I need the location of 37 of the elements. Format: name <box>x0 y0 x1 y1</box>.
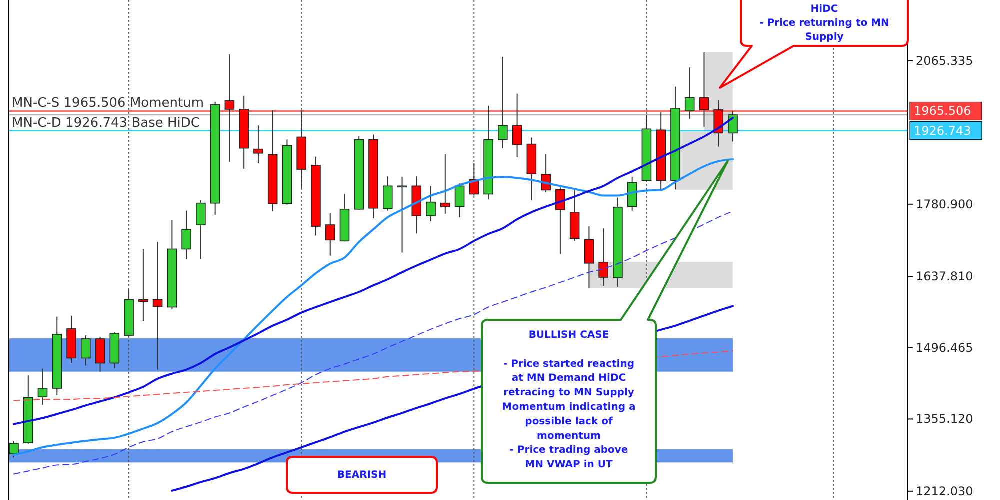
candlestick <box>224 54 235 162</box>
candlestick <box>714 100 724 148</box>
y-tick-label: 2065.335 <box>916 54 974 68</box>
candlestick <box>498 56 508 149</box>
text: HiDC - Price returning to MN Supply <box>760 4 890 42</box>
candlestick <box>699 52 710 128</box>
candlestick <box>382 176 393 212</box>
annotation: BEARISH <box>337 470 387 480</box>
text: BULLISH CASE - Price started reacting at MN Demand HiDC retracing to MN Supply Momentum indicating a possible lack of momentum - Price trading above MN VWAP in UT <box>502 330 636 470</box>
candlestick <box>38 368 48 406</box>
y-tick-label: 1780.900 <box>916 197 974 212</box>
text: 1965.506 <box>914 104 972 118</box>
y-tick-label: 1496.465 <box>916 340 974 355</box>
candlestick <box>584 226 594 289</box>
candlestick <box>426 186 436 222</box>
candlestick <box>182 210 192 260</box>
text: 1926.743 <box>914 124 972 138</box>
candlestick <box>196 200 206 260</box>
candlestick <box>684 67 695 120</box>
y-tick-label: 1355.120 <box>916 412 974 426</box>
candlestick <box>728 110 738 142</box>
candlestick <box>138 248 148 322</box>
candlestick <box>454 183 465 218</box>
candlestick <box>598 228 608 287</box>
ref-line-label: MN-C-D 1926.743 Base HiDC <box>12 116 200 131</box>
candlestick <box>325 212 336 256</box>
candlestick <box>440 154 450 214</box>
y-tick-label: 1212.030 <box>916 484 974 498</box>
candlestick <box>254 125 264 164</box>
candlestick <box>9 440 19 458</box>
candlestick <box>556 186 566 255</box>
candlestick <box>512 93 522 158</box>
candlestick <box>541 154 551 193</box>
candlestick <box>81 335 91 366</box>
y-tick-label: 1637.810 <box>916 270 974 284</box>
ref-line-label: MN-C-S 1965.506 Momentum <box>12 96 204 112</box>
candlestick <box>152 242 163 370</box>
